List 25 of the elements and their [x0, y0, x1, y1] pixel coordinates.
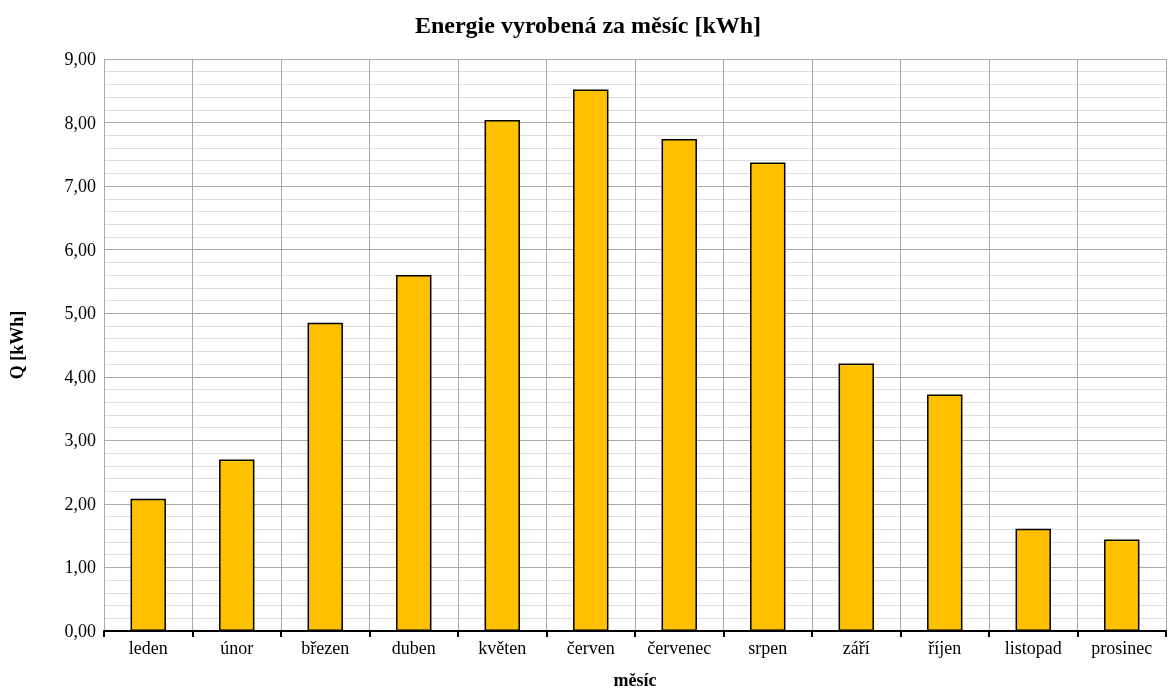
x-tick-label: srpen: [748, 638, 788, 658]
y-axis-title: Q [kWh]: [7, 310, 27, 380]
x-axis-title: měsíc: [613, 670, 657, 690]
x-tick-label: únor: [220, 638, 254, 658]
y-tick-label: 8,00: [64, 112, 96, 133]
x-tick-label: duben: [391, 638, 436, 658]
x-tick-label: červen: [566, 638, 615, 658]
x-tick-label: červenec: [647, 638, 712, 658]
chart-title: Energie vyrobená za měsíc [kWh]: [414, 12, 762, 38]
x-tick-label: květen: [478, 638, 527, 658]
y-tick-label: 6,00: [64, 239, 96, 260]
x-tick-label: říjen: [928, 638, 962, 658]
x-tick-label: září: [842, 638, 870, 658]
y-tick-label: 2,00: [64, 493, 96, 514]
y-tick-label: 3,00: [64, 430, 96, 451]
x-tick-label: prosinec: [1091, 638, 1153, 658]
y-tick-label: 4,00: [64, 366, 96, 387]
x-tick-label: březen: [301, 638, 350, 658]
y-tick-label: 5,00: [64, 303, 96, 324]
y-tick-label: 0,00: [64, 621, 96, 641]
x-tick-label: leden: [128, 638, 168, 658]
y-tick-label: 9,00: [64, 49, 96, 69]
y-tick-label: 7,00: [64, 176, 96, 197]
x-tick-label: listopad: [1004, 638, 1062, 658]
y-tick-label: 1,00: [64, 557, 96, 578]
